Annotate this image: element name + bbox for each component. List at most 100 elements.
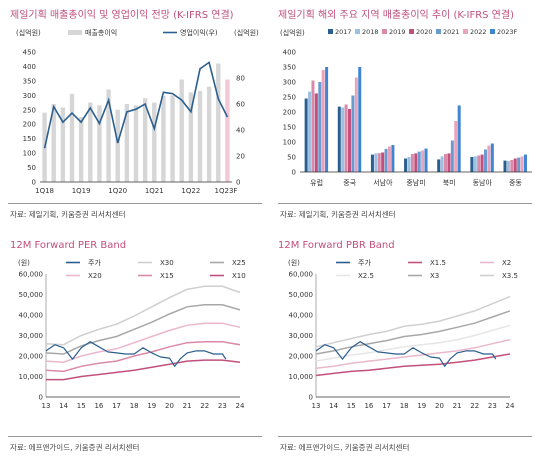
bar-서남아-2021 [384, 148, 388, 172]
bar-9 [124, 104, 130, 182]
bar-중남미-2019 [410, 154, 414, 172]
legend-label-6: 2023F [497, 28, 518, 36]
y-tick-label-2: 20,000 [289, 353, 314, 361]
legend-label-X10: X10 [232, 272, 246, 280]
x-tick-label-9: 22 [470, 402, 479, 410]
bar-중남미-2022 [421, 150, 425, 172]
bar-서남아-2020 [381, 152, 385, 172]
bar-북미-2017 [437, 159, 441, 172]
y-tick-label-1: 50 [287, 154, 296, 162]
y-tick-label-4: 200 [23, 121, 36, 129]
legend-label-X1.5: X1.5 [430, 259, 446, 267]
legend-label-X3.5: X3.5 [502, 272, 518, 280]
y-tick-label-6: 60,000 [19, 271, 44, 279]
bar-18 [206, 86, 212, 182]
y2-tick-label-4: 80 [236, 75, 245, 83]
x-tick-label-8: 21 [183, 402, 192, 410]
legend-label-X2.5: X2.5 [358, 272, 374, 280]
category-label-6: 중동 [509, 179, 522, 187]
legend-label-1: 영업이익(우) [180, 28, 218, 37]
x-tick-label-3: 16 [94, 402, 103, 410]
bar-3 [69, 93, 75, 182]
category-label-4: 북미 [443, 178, 456, 187]
legend-label-X3: X3 [430, 272, 439, 280]
bar-북미-2023F [457, 105, 461, 172]
x-tick-label-5: 1Q23F [215, 187, 238, 195]
y-tick-label-8: 400 [23, 63, 36, 71]
band-line-X2 [315, 338, 511, 370]
overseas-chart: (십억원) 2017 2018 2019 2020 2021 2022 2023F 0 50 100… [280, 28, 532, 187]
y-tick-label-1: 50 [27, 164, 36, 172]
bar-7 [106, 89, 111, 182]
x-tick-label-3: 1Q21 [145, 187, 164, 195]
overseas-chart-source: 자료: 제일기획, 키움증권 리서치센터 [280, 210, 396, 219]
category-label-3: 중남미 [406, 178, 425, 187]
x-tick-label-1: 1Q19 [72, 187, 91, 195]
bar-중국-2019 [344, 104, 348, 172]
y-tick-label-6: 300 [283, 79, 296, 87]
bar-유럽-2023F [325, 67, 329, 172]
bar-동남아-2017 [470, 157, 474, 172]
legend-label-주가: 주가 [358, 258, 371, 267]
band-line-X30 [45, 285, 241, 346]
legend-swatch-4 [436, 29, 441, 34]
bar-서남아-2017 [370, 154, 374, 172]
bar-서남아-2023F [391, 145, 395, 172]
band-line-X10 [46, 359, 241, 381]
x-tick-label-4: 17 [382, 402, 391, 410]
bar-유럽-2022 [321, 70, 325, 172]
legend-label-0: 매출총이익 [85, 28, 117, 37]
x-tick-label-4: 17 [112, 402, 121, 410]
bar-북미-2020 [447, 153, 451, 172]
x-tick-label-2: 15 [77, 402, 86, 410]
legend-label-3: 2020 [416, 28, 433, 36]
bar-유럽-2021 [318, 82, 322, 172]
right-axis-unit: (십억원) [234, 28, 259, 37]
bar-중동-2022 [520, 156, 524, 172]
y-tick-label-1: 10,000 [19, 373, 44, 381]
y-tick-label-4: 200 [283, 109, 296, 117]
bar-중국-2023F [358, 67, 362, 172]
bar-중동-2018 [506, 160, 510, 172]
y-tick-label-2: 100 [283, 139, 296, 147]
y-tick-label-4: 40,000 [289, 312, 314, 320]
legend-label-5: 2022 [470, 28, 487, 36]
y-tick-label-3: 30,000 [19, 332, 44, 340]
operating-profit-line [43, 61, 229, 149]
sales-chart: (십억원) (십억원)매출총이익 영업이익(우)050100150200250300… [16, 28, 259, 195]
legend-label-X25: X25 [232, 259, 246, 267]
band-line-X2.5 [315, 324, 511, 362]
bar-중남미-2021 [417, 151, 421, 172]
x-tick-label-3: 16 [364, 402, 373, 410]
x-tick-label-0: 13 [42, 402, 51, 410]
x-tick-label-10: 23 [218, 402, 227, 410]
price-line [315, 341, 497, 367]
band-line-X1.5 [315, 353, 511, 377]
bar-6 [97, 105, 102, 182]
x-tick-label-6: 19 [417, 402, 426, 410]
x-tick-label-2: 1Q20 [108, 187, 127, 195]
price-line [45, 341, 227, 367]
y-tick-label-3: 30,000 [289, 332, 314, 340]
y-tick-label-3: 150 [283, 124, 296, 132]
bar-중국-2018 [341, 107, 345, 172]
x-tick-label-10: 23 [488, 402, 497, 410]
bar-중동-2020 [513, 158, 517, 172]
x-tick-label-8: 21 [453, 402, 462, 410]
legend-label-X20: X20 [88, 272, 102, 280]
bar-13 [161, 95, 166, 182]
legend-label-4: 2021 [443, 28, 460, 36]
legend-swatch-2 [382, 29, 387, 34]
bar-중국-2022 [354, 77, 358, 172]
bar-동남아-2018 [473, 156, 477, 172]
x-tick-label-0: 13 [312, 402, 321, 410]
legend-label-2: 2019 [389, 28, 406, 36]
bar-유럽-2019 [311, 80, 315, 172]
y-tick-label-9: 450 [23, 49, 36, 57]
y-tick-label-7: 350 [283, 64, 296, 72]
x-tick-label-7: 20 [165, 402, 174, 410]
y-tick-label-2: 100 [23, 150, 36, 158]
y-tick-label-5: 50,000 [19, 291, 44, 299]
y2-tick-label-3: 60 [236, 101, 245, 109]
bar-17 [197, 91, 203, 182]
